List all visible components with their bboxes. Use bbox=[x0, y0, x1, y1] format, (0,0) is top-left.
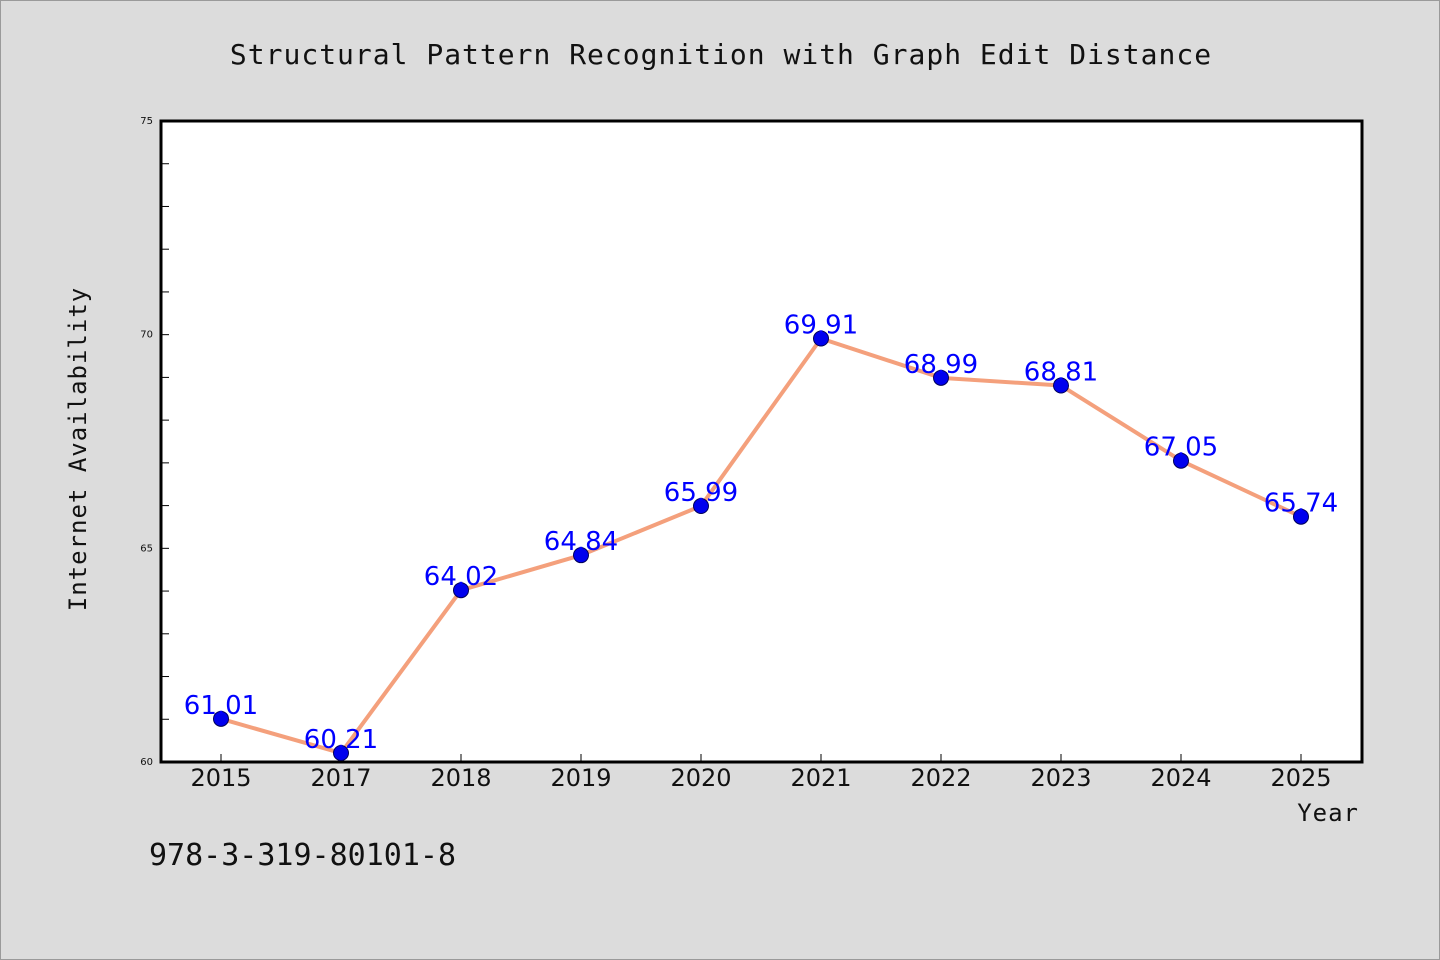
series-line bbox=[219, 336, 1303, 756]
data-point bbox=[333, 745, 349, 762]
x-tick-label: 2024 bbox=[1150, 764, 1211, 792]
data-label: 68.81 bbox=[1024, 358, 1098, 388]
data-label: 68.99 bbox=[904, 350, 978, 380]
x-tick-label: 2018 bbox=[430, 764, 491, 792]
data-point bbox=[1293, 508, 1309, 525]
y-tick-label: 60 bbox=[140, 757, 153, 768]
plot-area bbox=[159, 119, 1364, 764]
x-tick-label: 2023 bbox=[1030, 764, 1091, 792]
x-tick-label: 2022 bbox=[910, 764, 971, 792]
data-point bbox=[213, 710, 229, 727]
data-point bbox=[933, 369, 949, 386]
data-labels: 61.01 60.21 64.02 64.84 65.99 69.91 68.99 68.81… bbox=[184, 311, 1338, 756]
data-label: 65.74 bbox=[1264, 489, 1338, 519]
y-tick-label: 75 bbox=[140, 116, 153, 127]
x-tick-label: 2025 bbox=[1270, 764, 1331, 792]
data-point bbox=[1053, 377, 1069, 394]
data-label: 69.91 bbox=[784, 311, 858, 341]
data-label: 67.05 bbox=[1144, 433, 1218, 463]
isbn-label: 978-3-319-80101-8 bbox=[149, 838, 456, 873]
data-point bbox=[1173, 452, 1189, 469]
x-tick-label: 2019 bbox=[550, 764, 611, 792]
chart-title: Structural Pattern Recognition with Grap… bbox=[230, 38, 1212, 71]
series-line-group bbox=[213, 330, 1309, 762]
data-label: 61.01 bbox=[184, 691, 258, 721]
data-point bbox=[453, 582, 469, 599]
data-point bbox=[693, 498, 709, 515]
data-label: 65.99 bbox=[664, 478, 738, 508]
x-axis: 2015 2017 2018 2019 2020 2021 2022 2023 2024 2025 bbox=[190, 754, 1332, 792]
x-axis-title: Year bbox=[1297, 799, 1359, 827]
x-tick-label: 2021 bbox=[790, 764, 851, 792]
x-tick-label: 2020 bbox=[670, 764, 731, 792]
x-tick-label: 2017 bbox=[310, 764, 371, 792]
y-tick-label: 65 bbox=[140, 543, 153, 554]
data-label: 60.21 bbox=[304, 725, 378, 755]
y-axis: 60 65 70 75 bbox=[140, 116, 169, 768]
data-point bbox=[573, 547, 589, 564]
x-tick-label: 2015 bbox=[190, 764, 251, 792]
y-axis-title: Internet Availability bbox=[64, 287, 92, 611]
y-tick-label: 70 bbox=[140, 330, 153, 341]
data-label: 64.84 bbox=[544, 527, 618, 557]
data-point bbox=[813, 330, 829, 347]
data-label: 64.02 bbox=[424, 562, 498, 592]
